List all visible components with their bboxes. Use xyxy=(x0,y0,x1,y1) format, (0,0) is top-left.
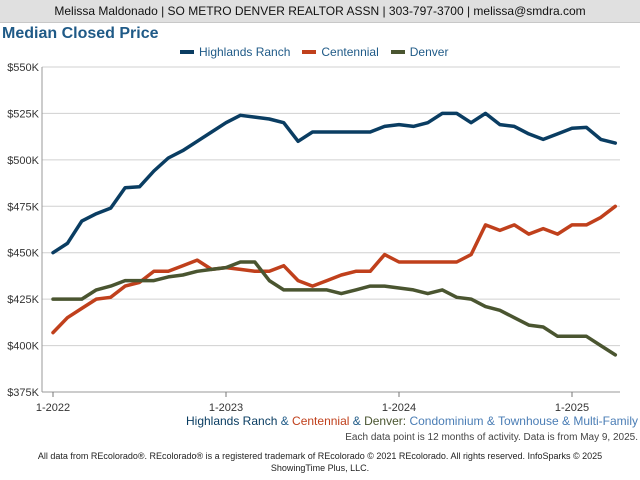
legend-label-centennial: Centennial xyxy=(321,45,379,59)
subtitle-centennial: Centennial xyxy=(292,414,350,428)
legend-swatch-centennial xyxy=(302,50,317,54)
y-tick-label: $525K xyxy=(7,108,39,120)
x-tick-label: 1-2025 xyxy=(555,402,589,414)
line-chart: $375K $400K $425K $450K $475K $500K $525K $550K… xyxy=(7,62,620,414)
subtitle-property-types: Condominium & Townhouse & Multi-Family xyxy=(409,414,638,428)
series-line-centennial xyxy=(51,204,618,335)
y-tick-label: $500K xyxy=(7,155,39,167)
header-contact-bar: Melissa Maldonado | SO METRO DENVER REAL… xyxy=(0,0,640,23)
legend-item-highlands: Highlands Ranch xyxy=(180,45,290,59)
legend-swatch-denver xyxy=(390,50,405,54)
data-note: Each data point is 12 months of activity… xyxy=(345,432,638,443)
y-tick-label: $400K xyxy=(7,341,39,353)
x-tick-label: 1-2022 xyxy=(36,402,70,414)
chart-title: Median Closed Price xyxy=(2,25,159,42)
y-tick-label: $550K xyxy=(7,62,39,74)
x-tick-label: 1-2023 xyxy=(209,402,243,414)
legend-label-highlands: Highlands Ranch xyxy=(199,45,291,59)
legend-swatch-highlands xyxy=(180,50,194,54)
legend-item-centennial: Centennial xyxy=(302,45,379,59)
y-tick-label: $425K xyxy=(7,294,39,306)
y-tick-label: $475K xyxy=(7,201,39,213)
footer: All data from REcolorado®. REcolorado® i… xyxy=(0,450,640,474)
subtitle-denver: Denver: xyxy=(364,414,410,428)
footer-line-1: All data from REcolorado®. REcolorado® i… xyxy=(37,451,603,461)
series-line-denver xyxy=(51,260,618,357)
subtitle-amp-1: & xyxy=(277,414,293,428)
subtitle-amp-2: & xyxy=(349,414,365,428)
legend-label-denver: Denver xyxy=(409,45,449,59)
footer-line-2: ShowingTime Plus, LLC. xyxy=(270,463,370,473)
chart-legend: Highlands Ranch Centennial Denver xyxy=(180,45,448,59)
subtitle-highlands: Highlands Ranch xyxy=(185,414,278,428)
series-line-highlands-ranch xyxy=(51,111,618,255)
header-contact-text: Melissa Maldonado | SO METRO DENVER REAL… xyxy=(54,4,586,18)
y-tick-label: $375K xyxy=(7,387,39,399)
legend-item-denver: Denver xyxy=(390,45,449,59)
chart-subtitle: Highlands Ranch & Centennial & Denver: C… xyxy=(186,414,638,428)
x-tick-label: 1-2024 xyxy=(382,402,416,414)
y-tick-label: $450K xyxy=(7,248,39,260)
